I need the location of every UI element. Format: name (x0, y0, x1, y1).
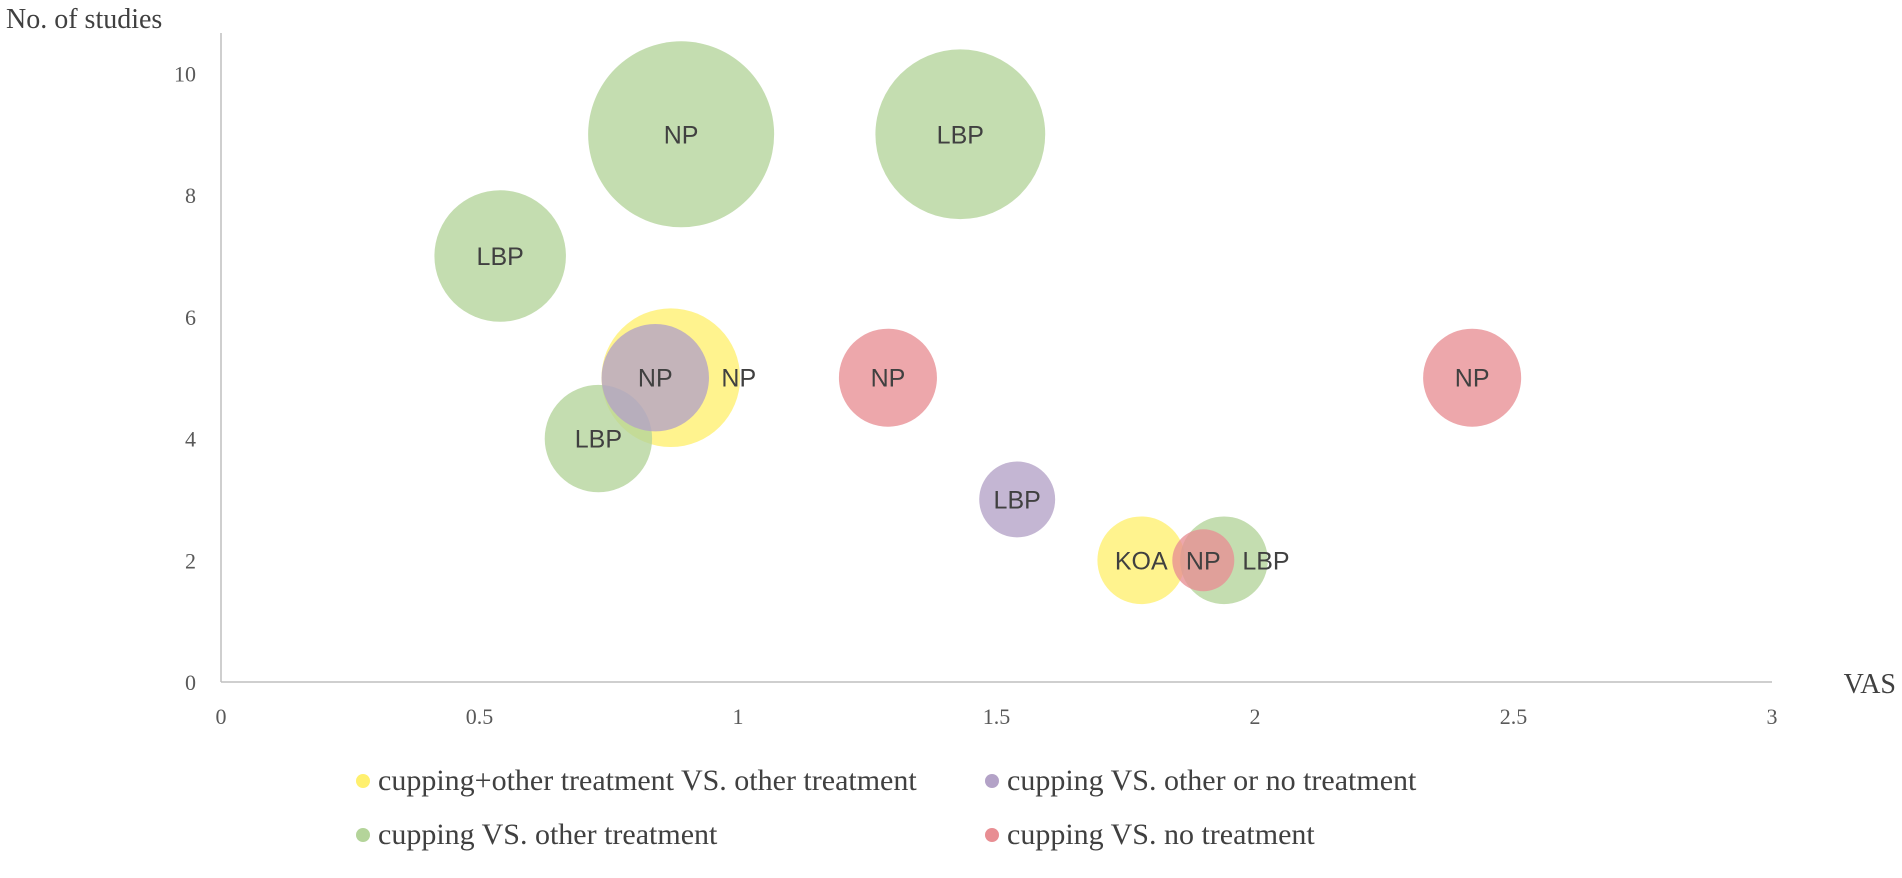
x-tick-label: 0.5 (466, 704, 494, 729)
bubble-label-layer: NP KOA NP LBP LBP NP LBP LBP LBP NP NP NP (477, 121, 1490, 575)
x-tick-label: 2 (1250, 704, 1261, 729)
bubble (601, 324, 709, 432)
bubble-label: LBP (994, 486, 1041, 514)
x-tick-label: 3 (1767, 704, 1778, 729)
bubble-label: NP (638, 365, 673, 393)
bubble-label: NP (871, 365, 906, 393)
y-axis-title: No. of studies (6, 4, 162, 35)
bubble (1172, 529, 1235, 592)
bubble-label: KOA (1115, 547, 1168, 575)
legend-item: cupping VS. no treatment (985, 818, 1315, 852)
bubble-label: LBP (575, 426, 622, 454)
legend-item: cupping VS. other treatment (356, 818, 717, 852)
bubble-label: NP (1455, 365, 1490, 393)
legend-marker (985, 774, 999, 788)
bubble (838, 328, 937, 427)
y-tick-label: 4 (185, 427, 196, 452)
legend-marker (356, 828, 370, 842)
legend-marker (985, 828, 999, 842)
y-tick-label: 0 (185, 670, 196, 695)
x-tick-label: 1 (733, 704, 744, 729)
legend-label: cupping VS. no treatment (1007, 818, 1315, 851)
bubble (979, 461, 1056, 538)
bubble (1423, 328, 1522, 427)
bubble (875, 49, 1046, 220)
bubble (588, 41, 775, 228)
y-tick-label: 10 (174, 61, 196, 86)
legend-marker (356, 774, 370, 788)
bubble-label: LBP (937, 121, 984, 149)
bubble-layer (434, 41, 1522, 605)
x-tick-label: 2.5 (1500, 704, 1528, 729)
y-tick-label: 2 (185, 548, 196, 573)
bubble-label: LBP (1242, 547, 1289, 575)
bubble-label: NP (721, 365, 756, 393)
bubble (434, 190, 566, 322)
x-tick-label: 1.5 (983, 704, 1011, 729)
bubble-label: NP (1186, 547, 1221, 575)
y-tick-label: 6 (185, 305, 196, 330)
bubble (1097, 516, 1186, 605)
legend-item: cupping+other treatment VS. other treatm… (356, 764, 917, 798)
legend-label: cupping VS. other or no treatment (1007, 764, 1417, 797)
legend-label: cupping+other treatment VS. other treatm… (378, 764, 917, 797)
x-axis-title: VAS (1844, 669, 1896, 700)
legend-label: cupping VS. other treatment (378, 818, 718, 851)
axes-layer: 0 0.5 1 1.5 2 2.5 3 0 2 4 6 8 10 No. of studies VAS (6, 4, 1896, 729)
y-tick-label: 8 (185, 183, 196, 208)
bubble-label: LBP (477, 243, 524, 271)
legend-item: cupping VS. other or no treatment (985, 764, 1416, 798)
x-tick-label: 0 (216, 704, 227, 729)
bubble-label: NP (664, 121, 699, 149)
